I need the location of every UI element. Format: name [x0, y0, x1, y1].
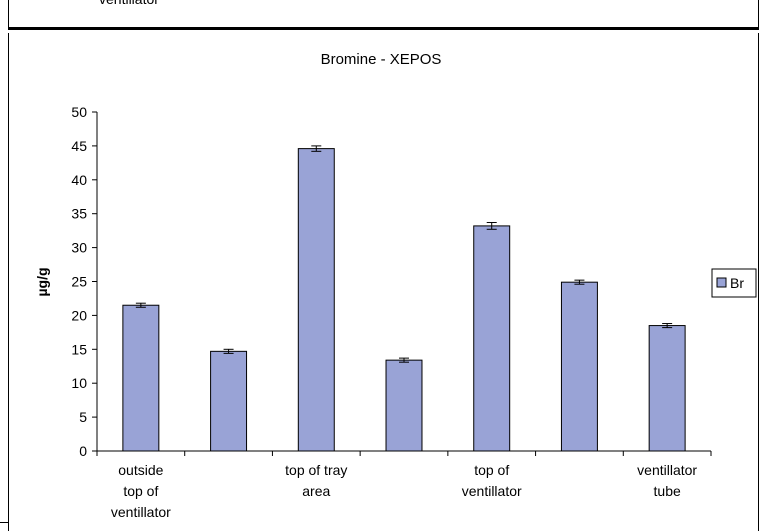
y-tick-label: 10 — [71, 375, 87, 391]
y-tick-label: 50 — [71, 104, 87, 120]
bar — [648, 325, 686, 452]
x-tick-label: top of tray area — [285, 462, 347, 499]
bar — [560, 281, 598, 452]
y-tick-label: 40 — [71, 172, 87, 188]
legend: Br — [711, 268, 757, 298]
chart-title: Bromine - XEPOS — [321, 51, 442, 68]
legend-label-br: Br — [730, 275, 744, 291]
previous-chart-label-fragment: ventillator — [99, 0, 159, 7]
y-tick-label: 20 — [71, 307, 87, 323]
bar — [210, 350, 248, 452]
bar — [122, 304, 160, 452]
y-tick-label: 45 — [71, 138, 87, 154]
bar — [297, 148, 335, 452]
legend-swatch-br — [716, 277, 727, 288]
bar — [473, 225, 511, 452]
y-tick-label: 0 — [79, 443, 87, 459]
x-tick-label: ventillator tube — [637, 462, 697, 499]
frame-corner-mark — [0, 522, 8, 532]
y-tick-label: 15 — [71, 341, 87, 357]
y-tick-label: 30 — [71, 240, 87, 256]
bar — [385, 359, 423, 452]
x-tick-label: top of ventillator — [462, 462, 522, 499]
x-tick-label: outside top of ventillator — [111, 462, 171, 520]
y-tick-label: 5 — [79, 409, 87, 425]
y-axis-label: µg/g — [34, 267, 50, 296]
plot-area: 0 5 10 15 20 25 30 35 40 45 50 outside top of ventill… — [71, 104, 712, 520]
y-tick-label: 25 — [71, 274, 87, 290]
y-tick-label: 35 — [71, 206, 87, 222]
